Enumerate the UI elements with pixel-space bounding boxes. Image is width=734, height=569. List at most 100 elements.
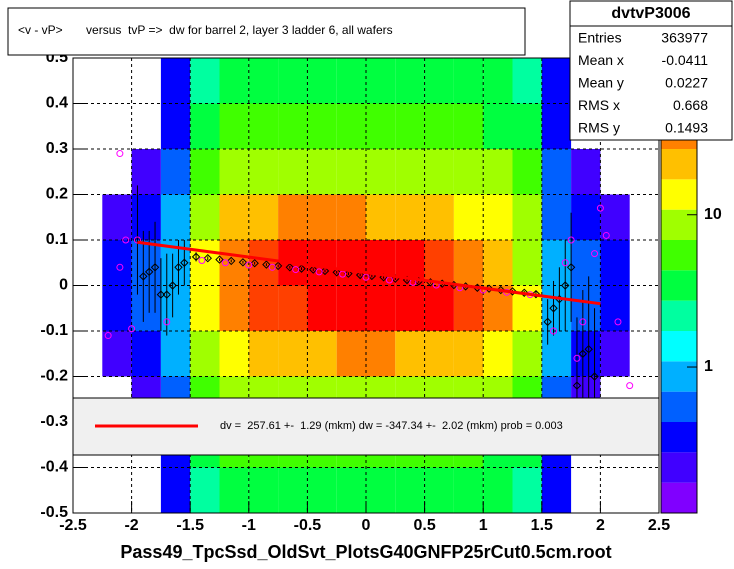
stats-frame [569,0,733,141]
heatmap-cell [424,58,454,104]
heatmap [102,58,630,513]
profile-point [315,268,323,276]
profile-point [128,325,136,333]
heatmap-cell [190,58,220,104]
profile-point [139,272,148,281]
profile-point [198,256,206,264]
x-tick-label: -1 [242,517,256,534]
heatmap-cell [512,103,542,149]
heatmap-cell [600,331,630,377]
palette-step [661,331,697,362]
profile-point [309,265,318,274]
profile-point [285,263,295,272]
stats-label: RMS x [578,97,620,113]
stats-title: dvtvP3006 [611,5,690,22]
y-tick-label: -0.2 [40,368,68,385]
heatmap-cell [483,467,513,513]
profile-point [215,255,224,264]
x-axis-label: Pass49_TpcSsd_OldSvt_PlotsG40GNFP25rCut0… [120,542,611,562]
y-tick-label: -0.1 [40,322,68,339]
heatmap-cell [483,149,513,195]
profile-point [549,304,558,313]
heatmap-cell [190,194,220,240]
profile-point [156,290,166,299]
x-tick-label: -1.5 [176,517,204,534]
heatmap-cell [483,194,513,240]
profile-point [180,258,189,267]
heatmap-cell [248,103,279,149]
profile-point [339,270,347,278]
profile-point [543,317,552,327]
palette-step [661,452,697,483]
x-tick-label: -2.5 [59,517,87,534]
heatmap-cell [160,331,191,377]
heatmap-cell [336,467,366,513]
palette-step [661,361,697,392]
heatmap-cell [453,103,484,149]
heatmap-cell [395,58,425,104]
profile-point [250,258,259,268]
profile-point [355,270,365,280]
stats-value: -0.0411 [662,52,709,68]
heatmap-cell [571,149,601,195]
x-tick-label: 2 [596,517,605,534]
x-tick-label: -2 [124,517,138,534]
profile-point [579,318,587,326]
heatmap-cell [336,103,366,149]
profile-point [292,266,300,274]
heatmap-cell [248,149,279,195]
heatmap-cell [571,240,601,286]
heatmap-cell [190,149,220,195]
heatmap-cell [541,58,572,104]
heatmap-cell [278,285,308,331]
heatmap-cell [131,240,161,286]
profile-point [550,327,558,335]
heatmap-cell [512,58,542,104]
profile-point [596,204,604,212]
palette-step [661,422,697,453]
heatmap-cell [307,285,337,331]
heatmap-cell [366,467,396,513]
heatmap-cell [219,285,249,331]
profile-point [268,263,276,271]
profile-point [104,332,112,340]
x-tick-label: 2.5 [648,517,670,534]
heatmap-cell [219,194,249,240]
stats-value: 363977 [661,30,708,46]
heatmap-cell [160,194,191,240]
heatmap-cell [278,58,308,104]
heatmap-cell [336,194,366,240]
heatmap-cell [307,467,337,513]
profile-point [332,268,341,277]
heatmap-cell [600,240,630,286]
heatmap-cell [307,103,337,149]
heatmap-cell [453,58,484,104]
stats-value: 0.0227 [665,75,708,91]
profile-point [116,263,124,271]
profile-point [362,273,370,281]
heatmap-cell [307,149,337,195]
heatmap-cell [248,467,279,513]
palette-step [661,179,697,210]
x-tick-label: -0.5 [294,517,322,534]
heatmap-cell [395,285,425,331]
profile-point [561,259,569,267]
heatmap-cell [600,285,630,331]
palette-step [661,149,697,180]
profile-point [238,258,248,267]
heatmap-cell [131,331,161,377]
y-tick-label: 0.4 [46,95,68,112]
fit-line [137,240,601,306]
x-tick-label: 1 [479,517,488,534]
heatmap-cell [248,331,279,377]
heatmap-cell [307,331,337,377]
heatmap-cell [248,285,279,331]
profiles [104,150,634,454]
heatmap-cell [190,467,220,513]
palette-step [661,209,697,240]
chart-title: <v - vP> versus tvP => dw for barrel 2, … [18,23,393,37]
heatmap-cell [541,331,572,377]
heatmap-cell [366,58,396,104]
heatmap-cell [395,331,425,377]
heatmap-cell [131,194,161,240]
